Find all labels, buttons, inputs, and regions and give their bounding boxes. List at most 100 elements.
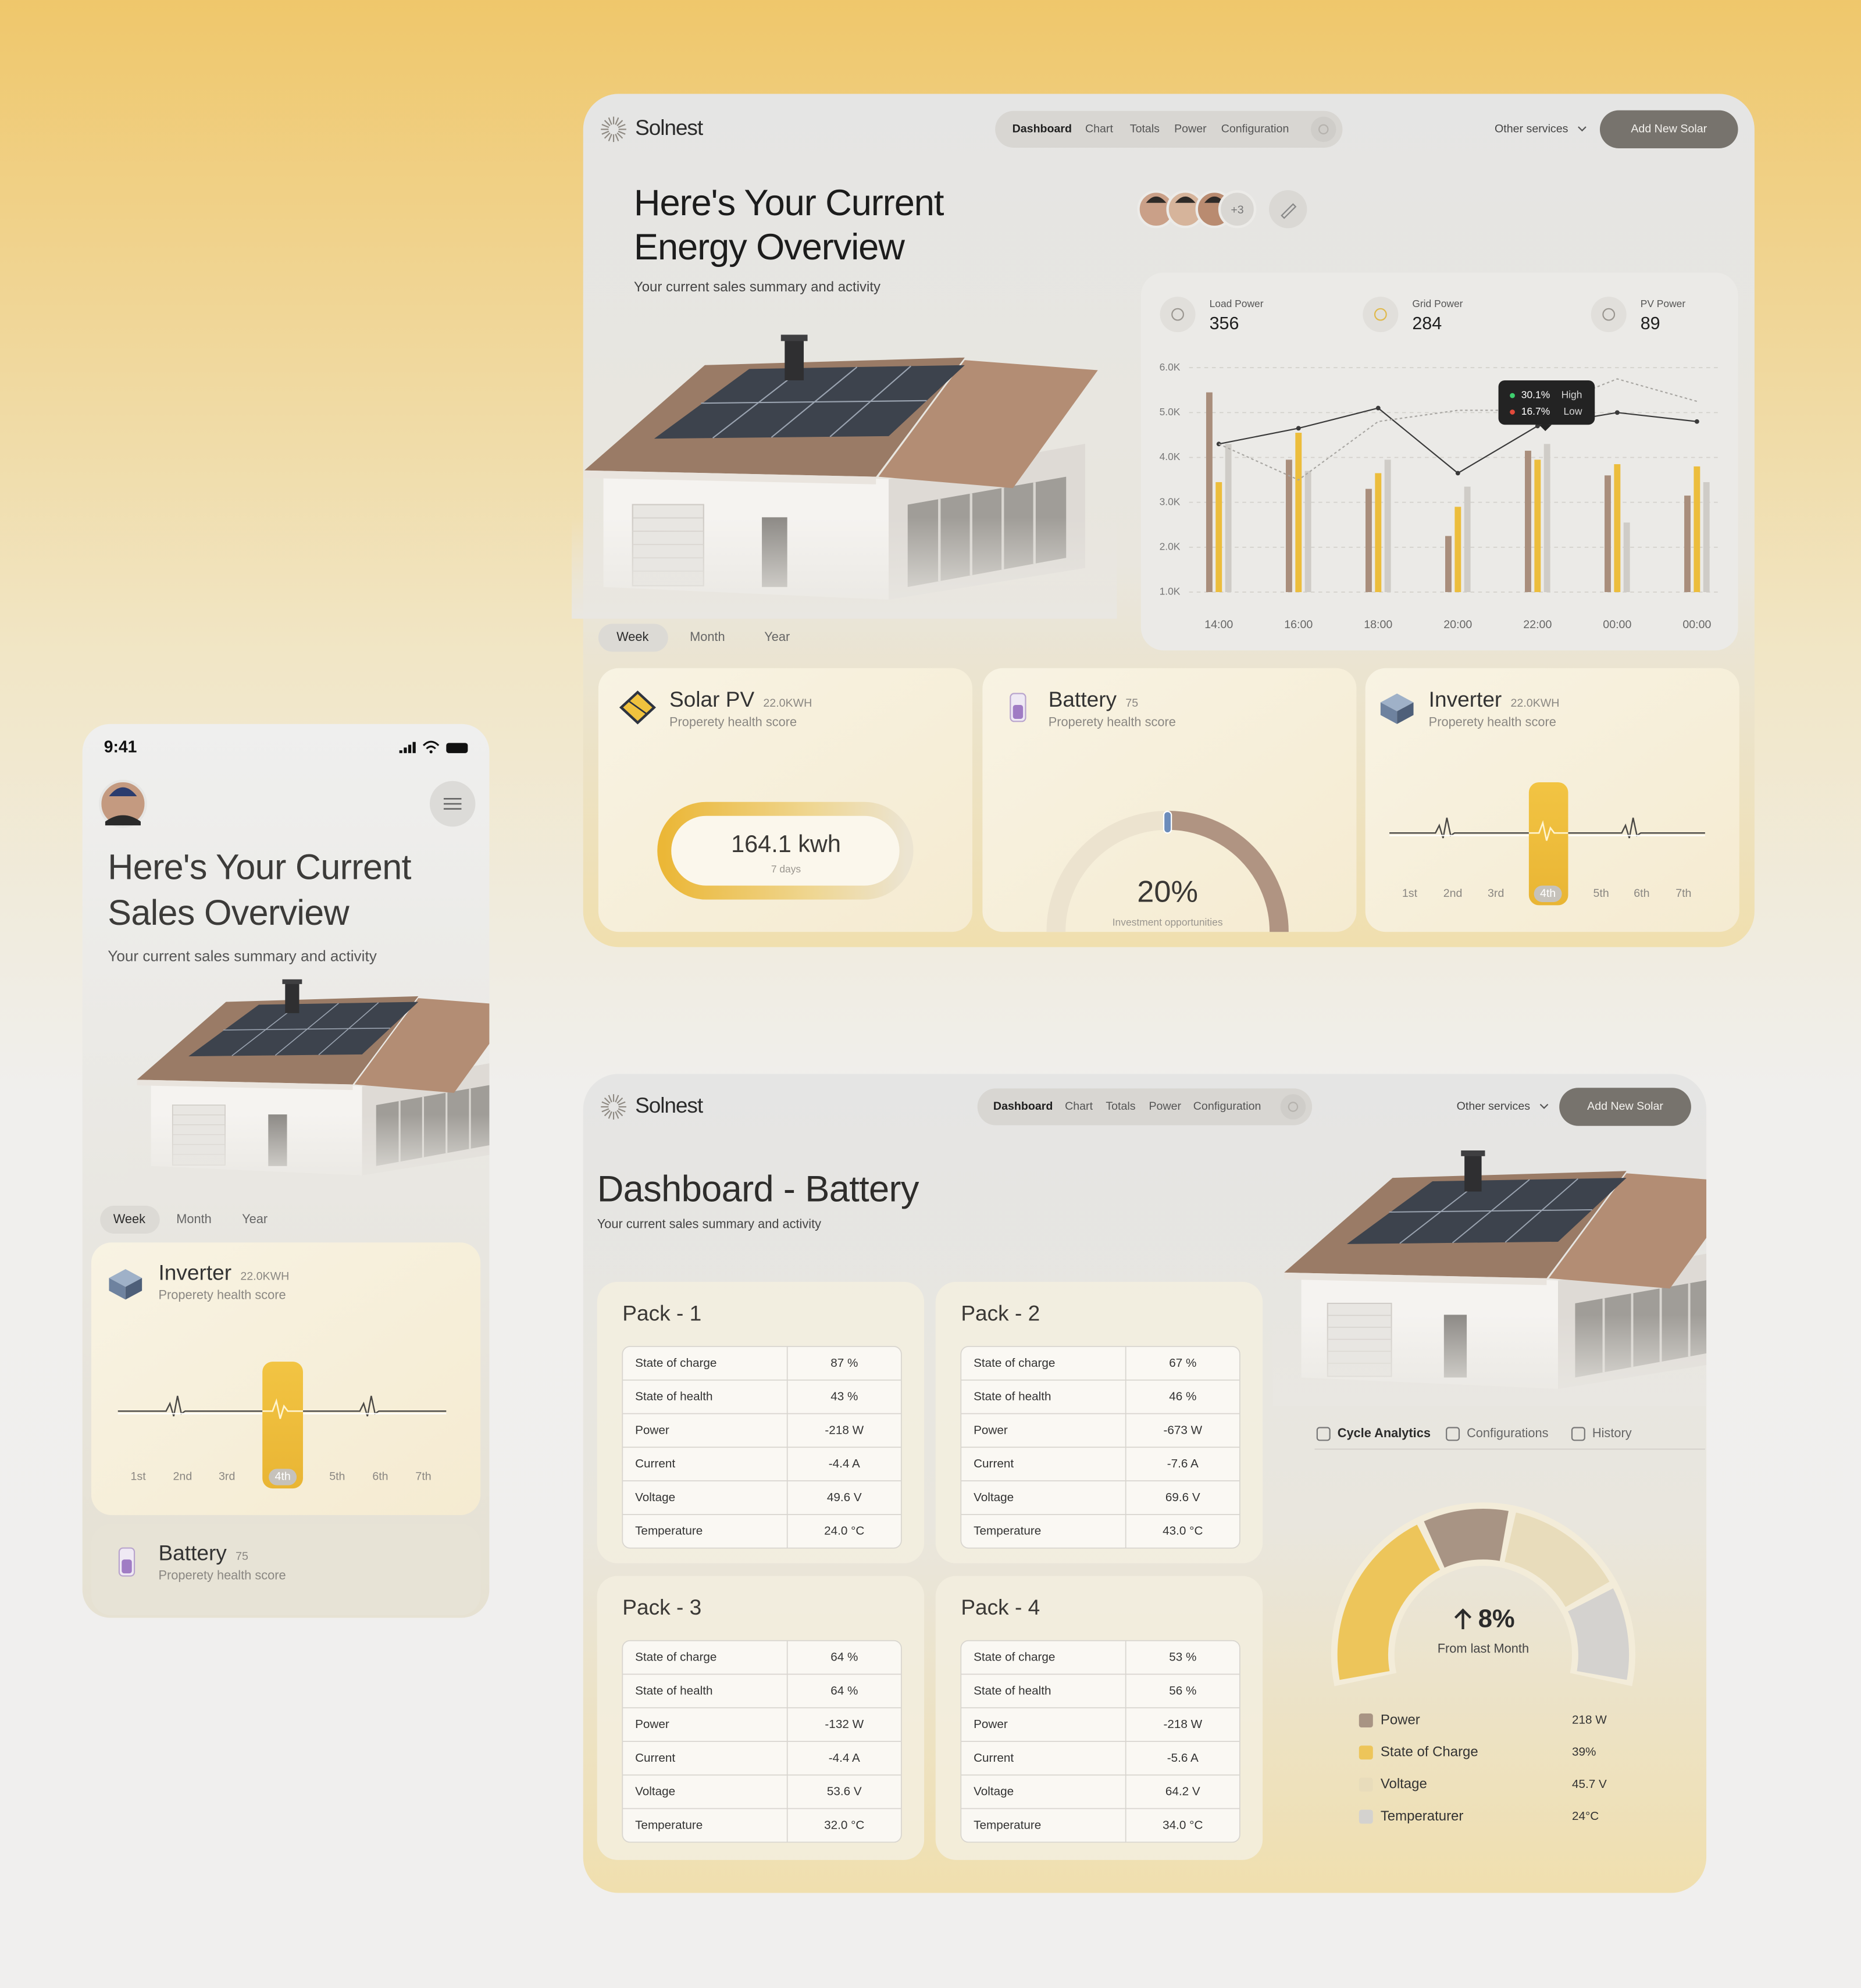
x-tick-label: 22:00 xyxy=(1523,618,1552,631)
row-label: Power xyxy=(635,1718,669,1731)
row-value: 64 % xyxy=(830,1684,858,1697)
card-subtitle: Properety health score xyxy=(669,714,797,729)
logo-ray xyxy=(608,1111,612,1119)
logo-ray xyxy=(608,133,612,141)
add-button[interactable] xyxy=(1559,1088,1691,1126)
chimney-cap xyxy=(780,334,808,341)
day-label[interactable]: 5th xyxy=(329,1470,345,1483)
bar xyxy=(1384,459,1391,592)
nav-item[interactable]: Totals xyxy=(1130,123,1160,136)
page-subtitle: Your current sales summary and activity xyxy=(597,1216,821,1231)
services-menu[interactable]: Other services xyxy=(1457,1100,1531,1113)
day-pill xyxy=(269,1469,297,1485)
gauge-segment xyxy=(1337,1524,1441,1680)
period-tab[interactable]: Year xyxy=(242,1212,268,1226)
nav-item[interactable]: Configuration xyxy=(1193,1100,1261,1113)
signal-bar xyxy=(404,747,407,753)
day-label[interactable]: 2nd xyxy=(173,1470,192,1483)
period-tab[interactable]: Month xyxy=(690,629,725,644)
bar xyxy=(1365,489,1372,592)
bar xyxy=(1703,482,1710,592)
brand: Solnest xyxy=(635,1093,704,1117)
day-label[interactable]: 3rd xyxy=(1488,887,1504,900)
tooltip-pointer xyxy=(1539,425,1552,432)
logo-ray xyxy=(615,133,619,141)
analytics-tab[interactable]: Cycle Analytics xyxy=(1338,1426,1431,1440)
x-tick-label: 00:00 xyxy=(1603,618,1631,631)
day-label[interactable]: 6th xyxy=(372,1470,388,1483)
day-label[interactable]: 5th xyxy=(1593,887,1609,900)
inverter-icon-left xyxy=(109,1278,126,1300)
day-label[interactable]: 7th xyxy=(415,1470,431,1483)
inverter-icon-right xyxy=(1397,702,1414,724)
battery-icon-fill xyxy=(122,1559,132,1574)
line-point xyxy=(1614,410,1620,415)
nav-item[interactable]: Chart xyxy=(1065,1100,1093,1113)
day-label[interactable]: 4th xyxy=(1540,887,1556,900)
roof-edge xyxy=(584,470,876,484)
signal-bar xyxy=(412,742,416,753)
logo-ray xyxy=(601,1108,609,1113)
bar xyxy=(1543,444,1550,592)
analytics-tab[interactable]: History xyxy=(1592,1426,1632,1440)
wifi-icon xyxy=(422,740,440,750)
day-label[interactable]: 7th xyxy=(1675,887,1691,900)
x-tick-label: 14:00 xyxy=(1204,618,1233,631)
page-subtitle: Your current sales summary and activity xyxy=(108,947,377,965)
services-menu[interactable]: Other services xyxy=(1495,123,1568,136)
ground-fade xyxy=(1272,1314,1707,1406)
tooltip-dot xyxy=(1510,393,1515,398)
add-button[interactable] xyxy=(1599,110,1738,149)
day-label[interactable]: 1st xyxy=(1402,887,1418,900)
card-subtitle: Properety health score xyxy=(1429,714,1556,729)
add-button-label[interactable]: Add New Solar xyxy=(1587,1100,1663,1113)
day-label[interactable]: 1st xyxy=(131,1470,147,1483)
card-title: Battery xyxy=(158,1540,227,1565)
row-value: 34.0 °C xyxy=(1163,1818,1203,1832)
row-value: 87 % xyxy=(830,1356,858,1370)
logo-ray xyxy=(618,1101,626,1106)
stat-value: 356 xyxy=(1210,313,1239,333)
nav-item[interactable]: Power xyxy=(1174,123,1207,136)
day-label[interactable]: 3rd xyxy=(219,1470,235,1483)
period-tab[interactable]: Week xyxy=(113,1212,145,1226)
day-label[interactable]: 6th xyxy=(1634,887,1649,900)
stat-icon xyxy=(1363,297,1399,333)
row-value: -4.4 A xyxy=(829,1751,860,1765)
nav-item[interactable]: Totals xyxy=(1106,1100,1135,1113)
house-clip xyxy=(1272,1150,1707,1406)
logo-mark xyxy=(601,1094,626,1120)
search-button[interactable] xyxy=(1280,1094,1306,1120)
day-label[interactable]: 4th xyxy=(274,1470,290,1483)
nav-item[interactable]: Power xyxy=(1149,1100,1181,1113)
card-title: Solar PV xyxy=(669,687,754,711)
nav-item[interactable]: Chart xyxy=(1085,123,1114,136)
nav-item[interactable]: Dashboard xyxy=(1013,123,1072,136)
card-badge: 75 xyxy=(236,1550,248,1563)
day-label[interactable]: 2nd xyxy=(1443,887,1463,900)
row-value: -673 W xyxy=(1163,1423,1202,1437)
period-tab[interactable]: Week xyxy=(616,629,648,644)
chevron xyxy=(1539,1103,1549,1109)
search-button[interactable] xyxy=(1310,116,1336,142)
logo-ray xyxy=(604,1110,611,1117)
period-tab[interactable]: Year xyxy=(764,629,790,644)
period-tab[interactable]: Month xyxy=(176,1212,212,1226)
ground-fade xyxy=(572,517,1117,619)
add-button-label[interactable]: Add New Solar xyxy=(1631,123,1707,136)
analytics-tab[interactable]: Configurations xyxy=(1467,1426,1549,1440)
bar xyxy=(1684,496,1691,592)
row-label: State of charge xyxy=(635,1356,716,1370)
line xyxy=(1218,378,1698,481)
bar xyxy=(1295,433,1302,592)
row-label: State of health xyxy=(635,1390,712,1403)
bar xyxy=(1694,466,1700,592)
tooltip-label: Low xyxy=(1563,405,1582,417)
logo-ray xyxy=(618,124,626,129)
gauge-segment xyxy=(1567,1588,1630,1680)
logo-ray xyxy=(604,120,611,126)
nav-item[interactable]: Configuration xyxy=(1221,123,1289,136)
nav-item[interactable]: Dashboard xyxy=(993,1100,1053,1113)
row-label: State of health xyxy=(974,1390,1051,1403)
tooltip xyxy=(1498,380,1595,425)
